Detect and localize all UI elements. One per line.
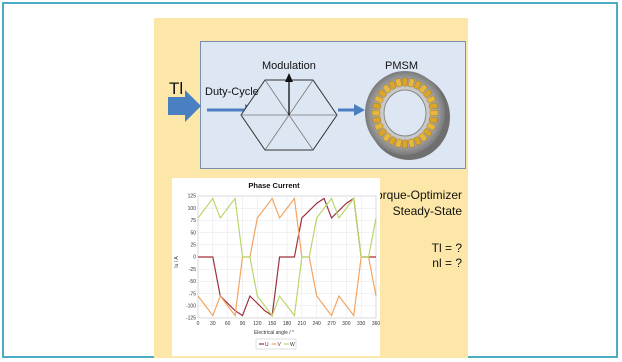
x-tick-label: 360 (372, 321, 380, 327)
stator-tooth (408, 138, 415, 148)
y-tick-label: -50 (189, 279, 196, 285)
stator-tooth (428, 102, 438, 110)
phase-current-chart: Phase Current 125 100 75 50 25 0 -25 -50 -75 -100… (172, 178, 380, 356)
stator-tooth (382, 84, 392, 94)
modulation-arrow-icon (338, 104, 365, 116)
stator-tooth (426, 95, 436, 104)
series-line-v (197, 196, 377, 318)
y-tick-label: 50 (190, 230, 196, 236)
x-tick-label: 120 (253, 321, 262, 327)
y-tick-label: -100 (186, 304, 196, 310)
series-line-w (197, 196, 377, 318)
stator-tooth (377, 89, 387, 98)
stator-tooth (423, 128, 433, 137)
x-tick-label: 300 (342, 321, 351, 327)
y-tick-label: 0 (193, 255, 196, 261)
torque-optimizer-label: Torque-Optimizer (369, 188, 462, 202)
stator-tooth (418, 132, 428, 142)
duty-cycle-label: Duty-Cycle (205, 86, 259, 98)
stator-tooth (402, 77, 408, 87)
chart-legend: U V W (255, 338, 297, 350)
stator-tooth (388, 136, 397, 146)
input-arrow-icon (168, 90, 201, 122)
stator-tooth (402, 139, 408, 149)
stator-ring-icon (365, 71, 450, 160)
stator-tooth (426, 122, 436, 131)
stator-tooth (371, 110, 381, 116)
y-tick-label: -25 (189, 267, 196, 273)
legend-entry: W (290, 342, 295, 348)
modulation-label: Modulation (262, 60, 316, 72)
y-tick-label: 25 (190, 243, 196, 249)
stator-tooth (429, 110, 439, 116)
stator-tooth (388, 80, 397, 90)
y-axis-label: Iu / A (174, 256, 180, 268)
stator-tooth (374, 122, 384, 131)
stator-tooth (423, 89, 433, 98)
x-tick-label: 30 (210, 321, 216, 327)
x-tick-label: 270 (327, 321, 336, 327)
x-tick-label: 60 (225, 321, 231, 327)
stator-tooth (428, 116, 438, 124)
x-axis-label: Electrical angle / ° (254, 330, 294, 336)
stator-tooth (395, 78, 402, 88)
stator-tooth (382, 132, 392, 142)
y-tick-label: -75 (189, 291, 196, 297)
hexagon-modulation-icon (240, 73, 338, 151)
stator-tooth (395, 138, 402, 148)
speed-query-label: nl = ? (432, 256, 462, 270)
pmsm-label: PMSM (385, 60, 418, 72)
legend-entry: V (278, 342, 282, 348)
input-torque-label: Tl (169, 79, 184, 98)
stator-tooth (413, 80, 422, 90)
x-tick-label: 240 (312, 321, 321, 327)
x-tick-label: 150 (268, 321, 277, 327)
x-tick-label: 330 (357, 321, 366, 327)
x-tick-label: 0 (197, 321, 200, 327)
y-tick-label: 75 (190, 218, 196, 224)
chart-svg: Phase Current 125 100 75 50 25 0 -25 -50 -75 -100… (174, 181, 380, 350)
stator-tooth (374, 95, 384, 104)
stator-tooth (418, 84, 428, 94)
steady-state-label: Steady-State (392, 204, 462, 218)
y-tick-label: -125 (186, 316, 196, 322)
stator-tooth (408, 78, 415, 88)
x-tick-label: 210 (298, 321, 307, 327)
y-tick-label: 125 (188, 194, 197, 200)
y-tick-label: 100 (188, 206, 197, 212)
legend-entry: U (265, 342, 269, 348)
stator-tooth (372, 102, 382, 110)
stator-tooth (377, 128, 387, 137)
series-line-u (198, 197, 376, 317)
stator-tooth (413, 136, 422, 146)
torque-query-label: Tl = ? (431, 241, 462, 255)
stator-tooth (372, 116, 382, 124)
x-tick-label: 180 (283, 321, 292, 327)
chart-title: Phase Current (248, 181, 300, 190)
x-tick-label: 90 (240, 321, 246, 327)
stator-teeth (371, 77, 439, 149)
chart-series (197, 196, 377, 318)
